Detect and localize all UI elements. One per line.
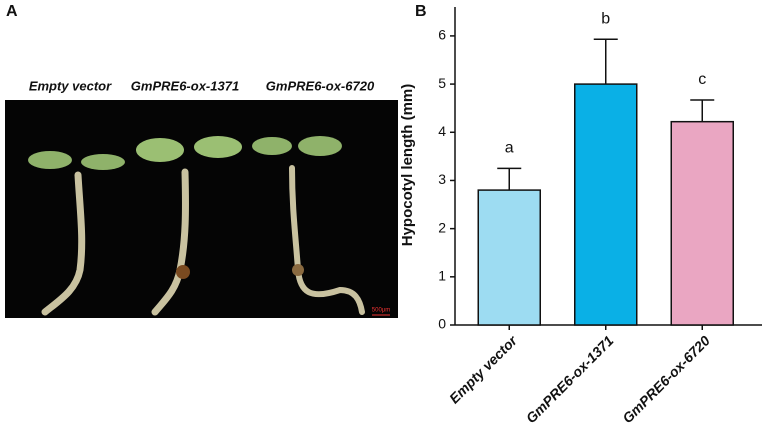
scale-bar-label: 500μm: [372, 308, 390, 314]
x-tick-label: GmPRE6-ox-1371: [523, 332, 617, 426]
bar: [670, 120, 734, 326]
x-tick-label: Empty vector: [446, 331, 521, 406]
bar: [477, 189, 541, 326]
panel-label: B: [415, 3, 427, 20]
caption: Empty vector: [29, 78, 112, 93]
panel-label: A: [6, 3, 18, 20]
y-tick-label: 6: [438, 27, 446, 43]
caption: GmPRE6-ox-6720: [266, 78, 375, 93]
error-bar: [690, 99, 715, 122]
y-axis-label: Hypocotyl length (mm): [399, 84, 416, 247]
y-tick-label: 4: [438, 123, 446, 139]
error-bar: [497, 167, 522, 191]
y-tick-label: 1: [438, 268, 446, 284]
y-tick-label: 0: [438, 316, 446, 332]
caption: GmPRE6-ox-1371: [131, 78, 239, 93]
y-tick-label: 3: [438, 171, 446, 187]
annotation: b: [601, 11, 610, 28]
y-tick-label: 2: [438, 219, 446, 235]
photo: 500μm: [5, 100, 398, 318]
error-bar: [593, 38, 618, 85]
x-tick-label: GmPRE6-ox-6720: [619, 332, 713, 426]
annotation: a: [505, 140, 514, 157]
y-tick-label: 5: [438, 75, 446, 91]
annotation: c: [698, 71, 706, 88]
bar: [574, 83, 638, 326]
